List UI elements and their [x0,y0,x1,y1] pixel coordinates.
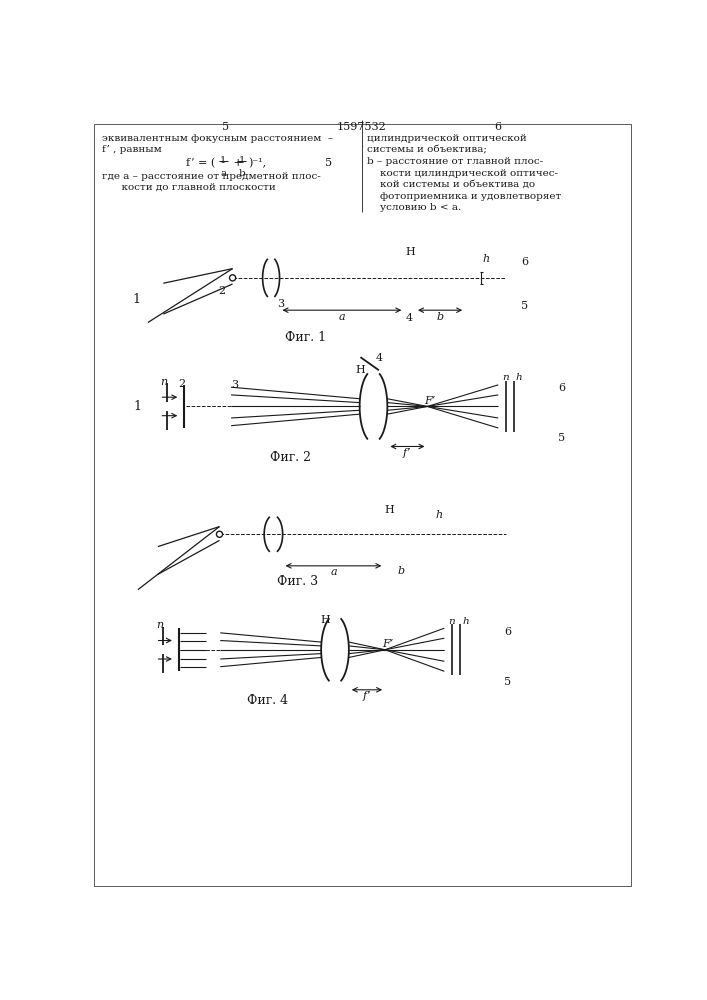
Text: эквивалентным фокусным расстоянием  –: эквивалентным фокусным расстоянием – [102,134,333,143]
Circle shape [230,275,235,281]
Text: n: n [448,617,455,626]
Text: b – расстояние от главной плос-: b – расстояние от главной плос- [368,157,544,166]
Text: a: a [339,312,345,322]
Text: f’ , равным: f’ , равным [102,145,161,154]
Text: кости до главной плоскости: кости до главной плоскости [102,183,276,192]
Text: 1: 1 [133,400,141,413]
Text: f’: f’ [362,691,371,701]
Text: 1: 1 [220,156,226,165]
Text: n: n [502,373,508,382]
Bar [421,507,474,561]
Text: n: n [156,620,163,631]
Text: 1597532: 1597532 [337,122,387,132]
Text: h: h [516,373,522,382]
Bar [385,510,394,558]
Text: 5: 5 [521,301,528,311]
Text: F’: F’ [382,639,393,649]
Text: f’: f’ [403,448,411,458]
Text: F’: F’ [424,396,436,406]
Bar [113,629,156,671]
Text: 6: 6 [504,627,512,637]
Text: H: H [406,247,415,257]
Text: h: h [483,254,490,264]
Polygon shape [217,387,233,426]
Text: Фиг. 1: Фиг. 1 [285,331,327,344]
Bar [444,619,502,681]
Text: )⁻¹,: )⁻¹, [248,158,266,168]
Bar [115,386,160,427]
Text: 5: 5 [325,158,332,168]
Text: 1: 1 [132,293,141,306]
Text: b: b [397,566,404,576]
Polygon shape [113,547,158,588]
Text: 2: 2 [218,286,226,296]
Text: 6: 6 [495,122,502,132]
Text: системы и объектива;: системы и объектива; [368,145,487,154]
Text: 6: 6 [521,257,528,267]
Text: b: b [238,169,245,178]
Text: Фиг. 3: Фиг. 3 [277,575,319,588]
Text: a: a [330,567,337,577]
Text: условию b < a.: условию b < a. [368,203,462,212]
Text: 1: 1 [239,156,245,165]
Text: фотоприемника и удовлетворяет: фотоприемника и удовлетворяет [368,192,561,201]
Text: +: + [230,158,243,168]
Text: a: a [221,169,226,178]
Bar [465,251,519,305]
Text: 5: 5 [222,122,229,132]
Text: 3: 3 [277,299,284,309]
Text: b: b [436,312,443,322]
Bar [429,513,433,556]
Text: 2: 2 [178,379,185,389]
Text: Фиг. 2: Фиг. 2 [270,451,311,464]
Text: 5: 5 [504,677,512,687]
Text: f’ = (: f’ = ( [187,158,216,168]
Text: 6: 6 [559,383,566,393]
Polygon shape [205,631,222,668]
Text: h: h [435,510,442,520]
Text: H: H [356,365,366,375]
Bar [476,256,480,299]
Text: H: H [384,505,394,515]
Circle shape [216,531,223,537]
Text: где a – расстояние от предметной плос-: где a – расстояние от предметной плос- [102,172,320,181]
Bar [498,376,556,437]
Text: кой системы и объектива до: кой системы и объектива до [368,180,535,189]
Text: 4: 4 [406,313,414,323]
Text: H: H [320,615,330,625]
Text: цилиндрической оптической: цилиндрической оптической [368,134,527,143]
Text: h: h [462,617,469,626]
Text: Фиг. 4: Фиг. 4 [247,694,288,707]
Bar [404,252,415,304]
Text: кости цилиндрической оптичес-: кости цилиндрической оптичес- [368,169,559,178]
Text: 4: 4 [376,353,383,363]
Polygon shape [119,283,163,328]
Text: n: n [160,377,167,387]
Text: 3: 3 [231,380,238,390]
Text: 5: 5 [559,433,566,443]
